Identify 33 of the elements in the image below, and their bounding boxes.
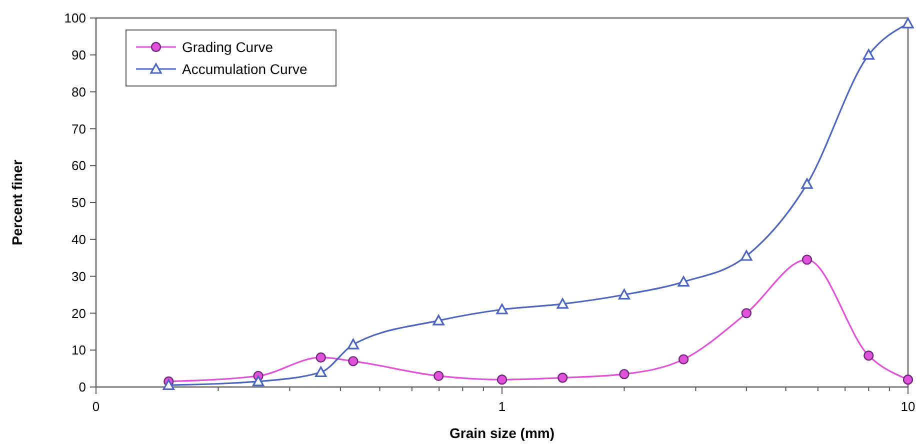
point — [864, 350, 874, 361]
point — [557, 372, 568, 383]
y-tick-label: 10 — [72, 342, 86, 358]
x-tick-label: 1 — [498, 399, 506, 414]
point — [801, 178, 813, 189]
y-tick-label: 20 — [72, 306, 86, 321]
point — [619, 368, 630, 380]
x-tick-label: 10 — [900, 399, 916, 414]
point — [496, 304, 508, 314]
legend-label: Grading Curve — [182, 38, 274, 55]
y-tick-label: 70 — [72, 121, 86, 136]
y-tick-label: 30 — [72, 268, 86, 284]
x-axis-title: Grain size (mm) — [449, 425, 555, 441]
point — [678, 354, 689, 364]
y-tick-label: 60 — [72, 158, 86, 174]
point — [678, 276, 690, 287]
y-tick-label: 0 — [78, 380, 86, 395]
legend-label: Accumulation Curve — [182, 60, 308, 77]
point — [556, 298, 568, 309]
point — [862, 49, 874, 60]
point — [496, 374, 508, 385]
y-axis-title: Percent finer — [9, 159, 25, 246]
point — [618, 288, 630, 300]
y-tick-label: 40 — [72, 232, 86, 247]
point — [252, 376, 264, 386]
y-tick-label: 100 — [64, 10, 86, 26]
x-tick-label: 0 — [92, 399, 100, 414]
y-tick-label: 80 — [72, 84, 86, 100]
point — [802, 254, 812, 265]
point — [741, 308, 752, 318]
point — [740, 250, 752, 261]
y-tick-label: 90 — [72, 47, 86, 62]
y-tick-label: 50 — [72, 195, 86, 210]
